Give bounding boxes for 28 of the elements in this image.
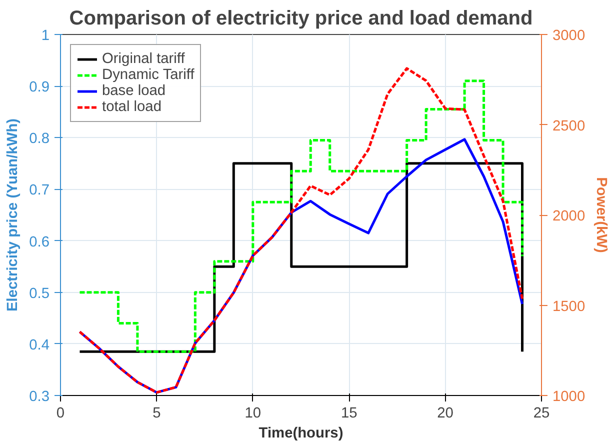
legend-label: Original tariff (102, 51, 185, 67)
x-axis-title: Time(hours) (258, 426, 344, 442)
y2-tick-label: 2500 (552, 118, 586, 134)
y2-tick-label: 2000 (552, 208, 586, 224)
legend-label: base load (102, 83, 166, 99)
x-tick-label: 20 (437, 406, 454, 422)
y2-tick-label: 3000 (552, 28, 586, 44)
y2-tick-label: 1000 (552, 389, 586, 405)
y-tick-label: 0.8 (29, 131, 50, 148)
x-tick-label: 0 (56, 406, 65, 422)
x-tick-label: 15 (340, 406, 358, 422)
y-tick-label: 0.7 (29, 182, 50, 199)
y2-tick-label: 1500 (552, 298, 586, 315)
y-tick-label: 1 (41, 28, 50, 44)
y-tick-label: 0.5 (29, 286, 50, 302)
x-tick-label: 25 (533, 406, 550, 422)
y-tick-label: 0.6 (29, 234, 50, 250)
legend-label: total load (102, 99, 162, 115)
y-axis-title: Electricity price (Yuan/kWh) (5, 118, 22, 312)
line-series (78, 67, 524, 394)
x-tick-label: 5 (152, 406, 161, 422)
y-tick-label: 0.3 (29, 389, 50, 405)
legend-label: Dynamic Tariff (102, 67, 194, 83)
y-tick-label: 0.4 (29, 337, 50, 354)
y-tick-label: 0.9 (29, 80, 50, 96)
y2-axis-title: Power(kW) (593, 177, 610, 253)
x-tick-label: 10 (244, 406, 262, 422)
chart-title: Comparison of electricity price and load demand (69, 8, 533, 30)
